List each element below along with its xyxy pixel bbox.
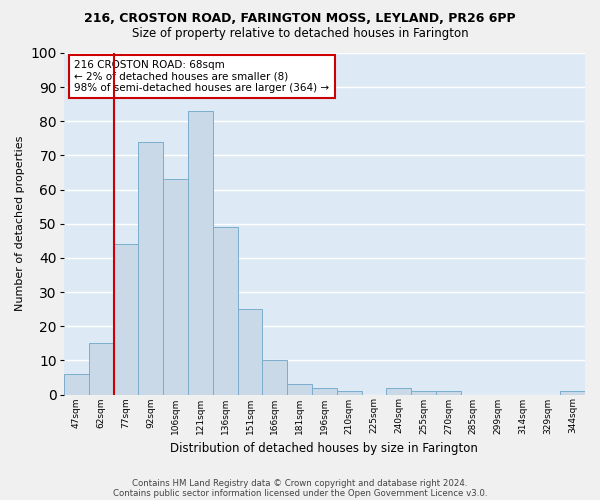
Bar <box>188 111 213 395</box>
Bar <box>560 391 585 394</box>
Bar <box>411 391 436 394</box>
Text: Size of property relative to detached houses in Farington: Size of property relative to detached ho… <box>131 28 469 40</box>
Bar <box>113 244 139 394</box>
Bar <box>386 388 411 394</box>
Bar <box>64 374 89 394</box>
Bar <box>436 391 461 394</box>
Text: 216, CROSTON ROAD, FARINGTON MOSS, LEYLAND, PR26 6PP: 216, CROSTON ROAD, FARINGTON MOSS, LEYLA… <box>84 12 516 26</box>
Bar <box>139 142 163 395</box>
Bar <box>89 344 113 394</box>
X-axis label: Distribution of detached houses by size in Farington: Distribution of detached houses by size … <box>170 442 478 455</box>
Y-axis label: Number of detached properties: Number of detached properties <box>15 136 25 312</box>
Bar <box>312 388 337 394</box>
Bar <box>213 227 238 394</box>
Bar <box>238 309 262 394</box>
Text: 216 CROSTON ROAD: 68sqm
← 2% of detached houses are smaller (8)
98% of semi-deta: 216 CROSTON ROAD: 68sqm ← 2% of detached… <box>74 60 329 93</box>
Bar <box>337 391 362 394</box>
Bar <box>163 180 188 394</box>
Bar <box>262 360 287 394</box>
Bar <box>287 384 312 394</box>
Text: Contains public sector information licensed under the Open Government Licence v3: Contains public sector information licen… <box>113 488 487 498</box>
Text: Contains HM Land Registry data © Crown copyright and database right 2024.: Contains HM Land Registry data © Crown c… <box>132 478 468 488</box>
